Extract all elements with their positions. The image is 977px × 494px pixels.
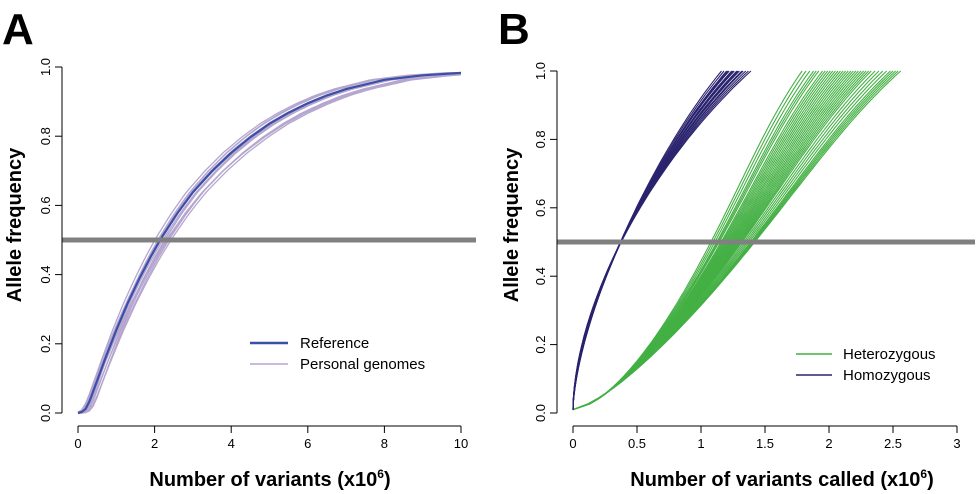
panel-a-y-tick-label: 0.6 xyxy=(38,196,53,214)
panel-b-x-tick-label: 2.5 xyxy=(884,436,902,451)
panel-b-x-axis-label-sup: 6 xyxy=(920,467,927,481)
panel-b-x-axis-label-main: Number of variants called (x10 xyxy=(630,469,920,491)
panel-a-axes: 0.0 0.2 0.4 0.6 0.8 1.0 0 2 4 6 8 10 xyxy=(38,58,468,451)
panel-b-y-tick-label: 0.8 xyxy=(533,130,548,148)
panel-b-x-tick-label: 0.5 xyxy=(628,436,646,451)
panel-b-legend: Heterozygous Homozygous xyxy=(796,346,936,384)
panel-a-x-axis-label-sup: 6 xyxy=(377,467,384,481)
panel-b-x-tick-label: 2 xyxy=(825,436,832,451)
panel-b-y-axis-label: Allele frequency xyxy=(501,147,523,302)
panel-b-plot-area xyxy=(557,70,975,411)
panel-a-x-tick-label: 2 xyxy=(151,436,158,451)
panel-b-letter: B xyxy=(498,5,530,54)
panel-b-x-tick-label: 1 xyxy=(697,436,704,451)
panel-a-x-axis-label-end: ) xyxy=(384,469,391,491)
panel-a-y-tick-label: 1.0 xyxy=(38,58,53,76)
panel-b-x-tick-label: 1.5 xyxy=(756,436,774,451)
panel-b-x-axis-label-end: ) xyxy=(927,469,934,491)
panel-a: A 0.0 0.2 0.4 0.6 0.8 1.0 0 2 4 6 8 10 Allele frequ… xyxy=(2,5,476,491)
panel-a-x-tick-label: 4 xyxy=(228,436,235,451)
panel-a-x-tick-label: 8 xyxy=(381,436,388,451)
panel-a-x-tick-label: 0 xyxy=(74,436,81,451)
legend-personal-genomes-label: Personal genomes xyxy=(300,356,425,373)
panel-a-letter: A xyxy=(2,5,34,54)
panel-a-plot-area xyxy=(62,71,476,415)
panel-a-y-axis-label: Allele frequency xyxy=(4,147,26,302)
reference-curve xyxy=(77,71,462,415)
personal-genome-curve xyxy=(77,72,461,413)
panel-a-legend: Reference Personal genomes xyxy=(250,335,425,373)
panel-b-axes: 0.0 0.2 0.4 0.6 0.8 1.0 0 0.5 1 1.5 2 2.5 3 xyxy=(533,62,961,451)
panel-a-y-tick-label: 0.2 xyxy=(38,335,53,353)
panel-b-x-axis-label: Number of variants called (x106) xyxy=(630,467,933,491)
panel-a-y-tick-label: 0.0 xyxy=(38,404,53,422)
panel-b-y-tick-label: 0.6 xyxy=(533,199,548,217)
panel-a-y-tick-label: 0.4 xyxy=(38,266,53,284)
panel-a-x-axis-label: Number of variants (x106) xyxy=(149,467,390,491)
panel-b-y-tick-label: 0.2 xyxy=(533,336,548,354)
panel-b-y-tick-label: 0.0 xyxy=(533,404,548,422)
legend-homozygous-label: Homozygous xyxy=(843,367,931,384)
legend-heterozygous-label: Heterozygous xyxy=(843,346,936,363)
legend-reference-label: Reference xyxy=(300,335,369,352)
panel-b-y-tick-label: 0.4 xyxy=(533,267,548,285)
panel-a-y-tick-label: 0.8 xyxy=(38,127,53,145)
panel-a-x-tick-label: 10 xyxy=(454,436,468,451)
personal-genome-curve xyxy=(78,74,462,414)
panel-b: B 0.0 0.2 0.4 0.6 0.8 1.0 0 0.5 1 1.5 2 2.5 3 Allele… xyxy=(498,5,975,491)
panel-b-x-tick-label: 3 xyxy=(953,436,960,451)
panel-a-x-tick-label: 6 xyxy=(304,436,311,451)
panel-a-x-axis-label-main: Number of variants (x10 xyxy=(149,469,377,491)
personal-genome-curve xyxy=(78,73,462,414)
panel-b-y-tick-label: 1.0 xyxy=(533,62,548,80)
panel-b-x-tick-label: 0 xyxy=(569,436,576,451)
